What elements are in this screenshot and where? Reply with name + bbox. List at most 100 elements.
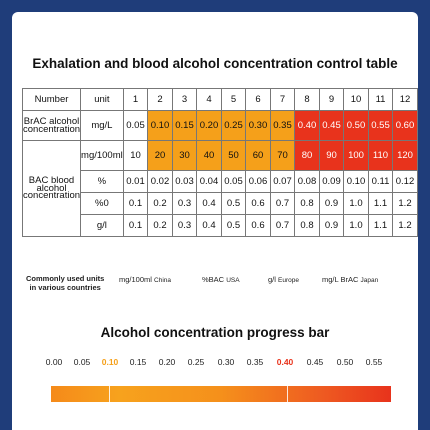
- bac-cell: 1.1: [367, 214, 394, 237]
- bac-cell: 100: [343, 140, 369, 171]
- bac-cell: 20: [147, 140, 173, 171]
- bac-label: BAC blood alcohol concentration: [21, 140, 82, 237]
- brac-row: BrAC alcohol concentration mg/L 0.05 0.1…: [21, 110, 418, 141]
- control-table-card: Exhalation and blood alcohol concentrati…: [12, 12, 418, 430]
- tick-label: 0.20: [158, 357, 176, 367]
- unit-name: mg/L BrAC: [322, 275, 359, 284]
- bac-row: g/l 0.1 0.2 0.3 0.4 0.5 0.6 0.7 0.8 0.9 …: [23, 214, 418, 237]
- bac-cell: 1.0: [343, 214, 369, 237]
- table-title: Exhalation and blood alcohol concentrati…: [32, 56, 398, 71]
- alcohol-progress-bar: [51, 386, 391, 402]
- bac-cell: 0.2: [147, 214, 173, 237]
- brac-cell: 0.55: [367, 110, 394, 141]
- bac-cell: 0.3: [171, 214, 198, 237]
- bac-cell: 30: [171, 140, 198, 171]
- brac-cell: 0.45: [318, 110, 345, 141]
- unit-country: USA: [226, 277, 240, 284]
- tick-label: 0.15: [129, 357, 147, 367]
- tick-label: 0.55: [365, 357, 383, 367]
- bac-row: %0 0.1 0.2 0.3 0.4 0.5 0.6 0.7 0.8 0.9 1…: [23, 192, 418, 215]
- brac-cell: 0.50: [343, 110, 369, 141]
- column-number: 10: [343, 88, 369, 111]
- progress-bar-title: Alcohol concentration progress bar: [100, 325, 330, 340]
- concentration-table: Number unit 1 2 3 4 5 6 7 8 9 10 11 12 B…: [21, 88, 418, 237]
- tick-label: 0.05: [73, 357, 91, 367]
- tick-label: 0.25: [187, 357, 205, 367]
- tick-label-highlight-red: 0.40: [276, 357, 294, 367]
- tick-label: 0.00: [45, 357, 63, 367]
- unit-japan: mg/L BrAC Japan: [322, 275, 378, 284]
- bac-cell: 0.02: [147, 170, 173, 193]
- units-caption-line1: Commonly used units: [26, 274, 105, 283]
- bac-cell: 0.12: [392, 170, 418, 193]
- brac-cell: 0.30: [245, 110, 271, 141]
- tick-label: 0.45: [306, 357, 324, 367]
- bac-cell: 0.10: [343, 170, 369, 193]
- column-number: 11: [367, 88, 394, 111]
- tick-label: 0.30: [217, 357, 235, 367]
- units-caption: Commonly used units in various countries: [26, 275, 104, 292]
- bac-cell: 0.04: [196, 170, 222, 193]
- bac-cell: 80: [294, 140, 320, 171]
- bac-cell: 0.09: [318, 170, 345, 193]
- number-header: Number: [21, 88, 82, 111]
- column-number: 8: [294, 88, 320, 111]
- bac-cell: 120: [392, 140, 418, 171]
- bac-cell: 1.1: [367, 192, 394, 215]
- bac-cell: 0.03: [171, 170, 198, 193]
- tick-label: 0.50: [336, 357, 354, 367]
- brac-cell: 0.25: [220, 110, 247, 141]
- bac-cell: 0.11: [367, 170, 394, 193]
- column-number: 1: [122, 88, 149, 111]
- bac-cell: 50: [220, 140, 247, 171]
- bac-cell: 0.6: [245, 192, 271, 215]
- bac-cell: 0.7: [269, 214, 296, 237]
- bac-unit: mg/100ml: [80, 140, 124, 171]
- unit-china: mg/100ml China: [119, 275, 171, 284]
- unit-name: %BAC: [202, 275, 225, 284]
- bac-cell: 0.01: [122, 170, 149, 193]
- bac-cell: 0.1: [122, 214, 149, 237]
- bac-cell: 1.0: [343, 192, 369, 215]
- units-note: Commonly used units in various countries…: [12, 275, 418, 295]
- bac-unit: %0: [80, 192, 124, 215]
- progress-bar-ticks: 0.00 0.05 0.10 0.15 0.20 0.25 0.30 0.35 …: [12, 357, 418, 369]
- unit-header: unit: [80, 88, 124, 111]
- bac-cell: 0.05: [220, 170, 247, 193]
- unit-europe: g/l Europe: [268, 275, 299, 284]
- bac-cell: 60: [245, 140, 271, 171]
- bac-cell: 90: [318, 140, 345, 171]
- brac-label: BrAC alcohol concentration: [21, 110, 82, 141]
- bac-cell: 0.07: [269, 170, 296, 193]
- unit-name: mg/100ml: [119, 275, 152, 284]
- brac-cell: 0.15: [171, 110, 198, 141]
- unit-country: Europe: [278, 277, 299, 284]
- bac-cell: 10: [122, 140, 149, 171]
- brac-cell: 0.20: [196, 110, 222, 141]
- bac-row: % 0.01 0.02 0.03 0.04 0.05 0.06 0.07 0.0…: [23, 170, 418, 193]
- bac-cell: 0.1: [122, 192, 149, 215]
- column-number: 4: [196, 88, 222, 111]
- bac-cell: 0.9: [318, 214, 345, 237]
- bac-cell: 70: [269, 140, 296, 171]
- brac-cell: 0.10: [147, 110, 173, 141]
- column-number: 5: [220, 88, 247, 111]
- brac-cell: 0.35: [269, 110, 296, 141]
- bac-cell: 0.5: [220, 214, 247, 237]
- column-number: 3: [171, 88, 198, 111]
- bac-row: BAC blood alcohol concentration mg/100ml…: [21, 140, 418, 237]
- bac-cell: 40: [196, 140, 222, 171]
- bac-unit: g/l: [80, 214, 124, 237]
- bac-cell: 0.7: [269, 192, 296, 215]
- bac-cell: 1.2: [392, 192, 418, 215]
- brac-cell: 0.60: [392, 110, 418, 141]
- bac-cell: 0.8: [294, 214, 320, 237]
- column-number: 9: [318, 88, 345, 111]
- tick-label: 0.35: [246, 357, 264, 367]
- bac-cell: 0.3: [171, 192, 198, 215]
- bar-divider-red: [287, 386, 288, 402]
- bac-cell: 0.5: [220, 192, 247, 215]
- bac-cell: 0.8: [294, 192, 320, 215]
- unit-usa: %BAC USA: [202, 275, 240, 284]
- bac-cell: 0.6: [245, 214, 271, 237]
